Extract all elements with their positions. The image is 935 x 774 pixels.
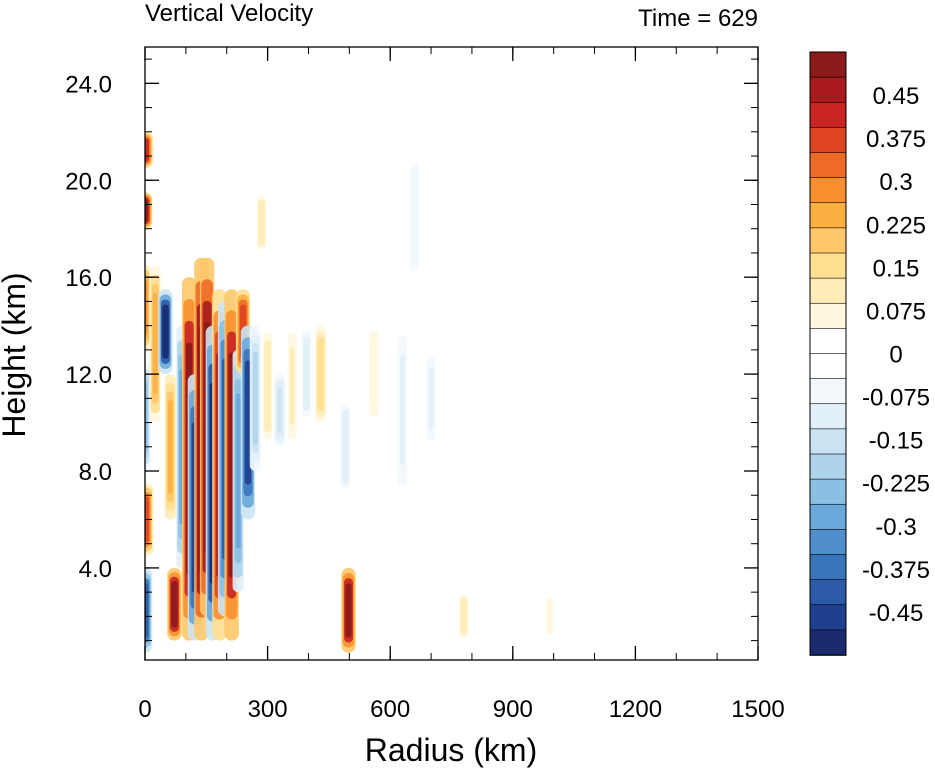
x-tick-label: 1200: [609, 696, 662, 723]
colorbar-label: 0.45: [873, 83, 920, 110]
colorbar-swatch: [809, 302, 847, 330]
colorbar: 0.45 0.375 0.3 0.225 0.15 0.075 0 -0.075 -0.15 -0…: [809, 51, 930, 656]
colorbar-swatch: [809, 177, 847, 204]
velocity-streak: [145, 138, 149, 162]
velocity-streak: [162, 304, 169, 359]
colorbar-swatch: [809, 604, 847, 631]
colorbar-swatch: [809, 51, 847, 78]
colorbar-swatch: [809, 579, 847, 606]
x-tick-label: 900: [493, 696, 533, 723]
colorbar-label: 0.375: [866, 126, 926, 153]
colorbar-label: -0.45: [869, 600, 924, 627]
y-tick-label: 8.0: [79, 459, 112, 486]
colorbar-label: 0.225: [866, 212, 926, 239]
velocity-streak: [342, 415, 348, 478]
velocity-streak: [167, 400, 173, 494]
x-axis-label: Radius (km): [365, 732, 537, 768]
x-tick-label: 0: [138, 696, 151, 723]
colorbar-swatch: [809, 629, 847, 656]
x-tick-label: 300: [248, 696, 288, 723]
colorbar-swatch: [809, 127, 847, 154]
colorbar-swatch: [809, 453, 847, 480]
colorbar-swatch: [809, 428, 847, 455]
x-tick-label: 1500: [731, 696, 784, 723]
velocity-streak: [244, 360, 252, 485]
colorbar-label: -0.15: [869, 428, 924, 455]
velocity-streak: [461, 600, 467, 632]
y-tick-label: 4.0: [79, 556, 112, 583]
velocity-streak: [252, 351, 258, 445]
velocity-streak: [259, 203, 264, 243]
colorbar-swatch: [809, 378, 847, 405]
colorbar-swatch: [809, 76, 847, 104]
velocity-streak: [547, 600, 553, 632]
velocity-streak: [152, 293, 158, 395]
x-tick-label: 600: [370, 696, 410, 723]
colorbar-swatch: [809, 403, 847, 430]
colorbar-swatch: [809, 554, 847, 581]
colorbar-swatch: [809, 529, 847, 556]
colorbar-swatch: [809, 227, 847, 254]
colorbar-label: 0: [889, 342, 902, 369]
colorbar-swatch: [809, 328, 847, 355]
velocity-streak: [303, 343, 309, 406]
velocity-streak: [318, 343, 324, 406]
y-tick-label: 24.0: [65, 71, 112, 98]
colorbar-label: 0.15: [873, 255, 920, 282]
colorbar-frame: [809, 51, 847, 656]
colorbar-label: 0.075: [866, 298, 926, 325]
colorbar-swatch: [809, 277, 847, 305]
colorbar-label: -0.075: [862, 385, 930, 412]
velocity-streak: [400, 356, 405, 465]
colorbar-label: -0.3: [875, 514, 916, 541]
x-axis-ticks: 0 300 600 900 1200 1500: [138, 47, 785, 723]
velocity-streak: [289, 347, 295, 425]
colorbar-label: -0.375: [862, 557, 930, 584]
velocity-streak: [145, 583, 149, 638]
velocity-streak: [412, 177, 418, 256]
colorbar-swatch: [809, 353, 847, 380]
velocity-streak: [235, 393, 241, 549]
title-right: Time = 629: [638, 5, 758, 32]
y-tick-label: 20.0: [65, 168, 112, 195]
y-axis-ticks: 4.0 8.0 12.0 16.0 20.0 24.0: [65, 58, 758, 642]
colorbar-label: -0.225: [862, 471, 930, 498]
velocity-streak: [371, 343, 377, 406]
y-axis-label: Height (km): [0, 272, 32, 437]
velocity-streak: [171, 581, 178, 628]
colorbar-swatch: [809, 252, 847, 279]
colorbar-swatch: [809, 101, 847, 129]
y-tick-label: 16.0: [65, 265, 112, 292]
colorbar-swatch: [809, 152, 847, 179]
y-tick-label: 12.0: [65, 362, 112, 389]
colorbar-swatch: [809, 478, 847, 506]
colorbar-swatch: [809, 202, 847, 229]
plot-frame: [144, 46, 759, 661]
title-left: Vertical Velocity: [145, 0, 313, 27]
colorbar-swatch: [809, 503, 847, 531]
velocity-streak: [265, 347, 271, 425]
velocity-streak: [345, 583, 352, 638]
velocity-field: [145, 131, 556, 653]
velocity-streak: [277, 387, 283, 434]
velocity-streak: [428, 367, 434, 430]
colorbar-label: 0.3: [879, 169, 912, 196]
